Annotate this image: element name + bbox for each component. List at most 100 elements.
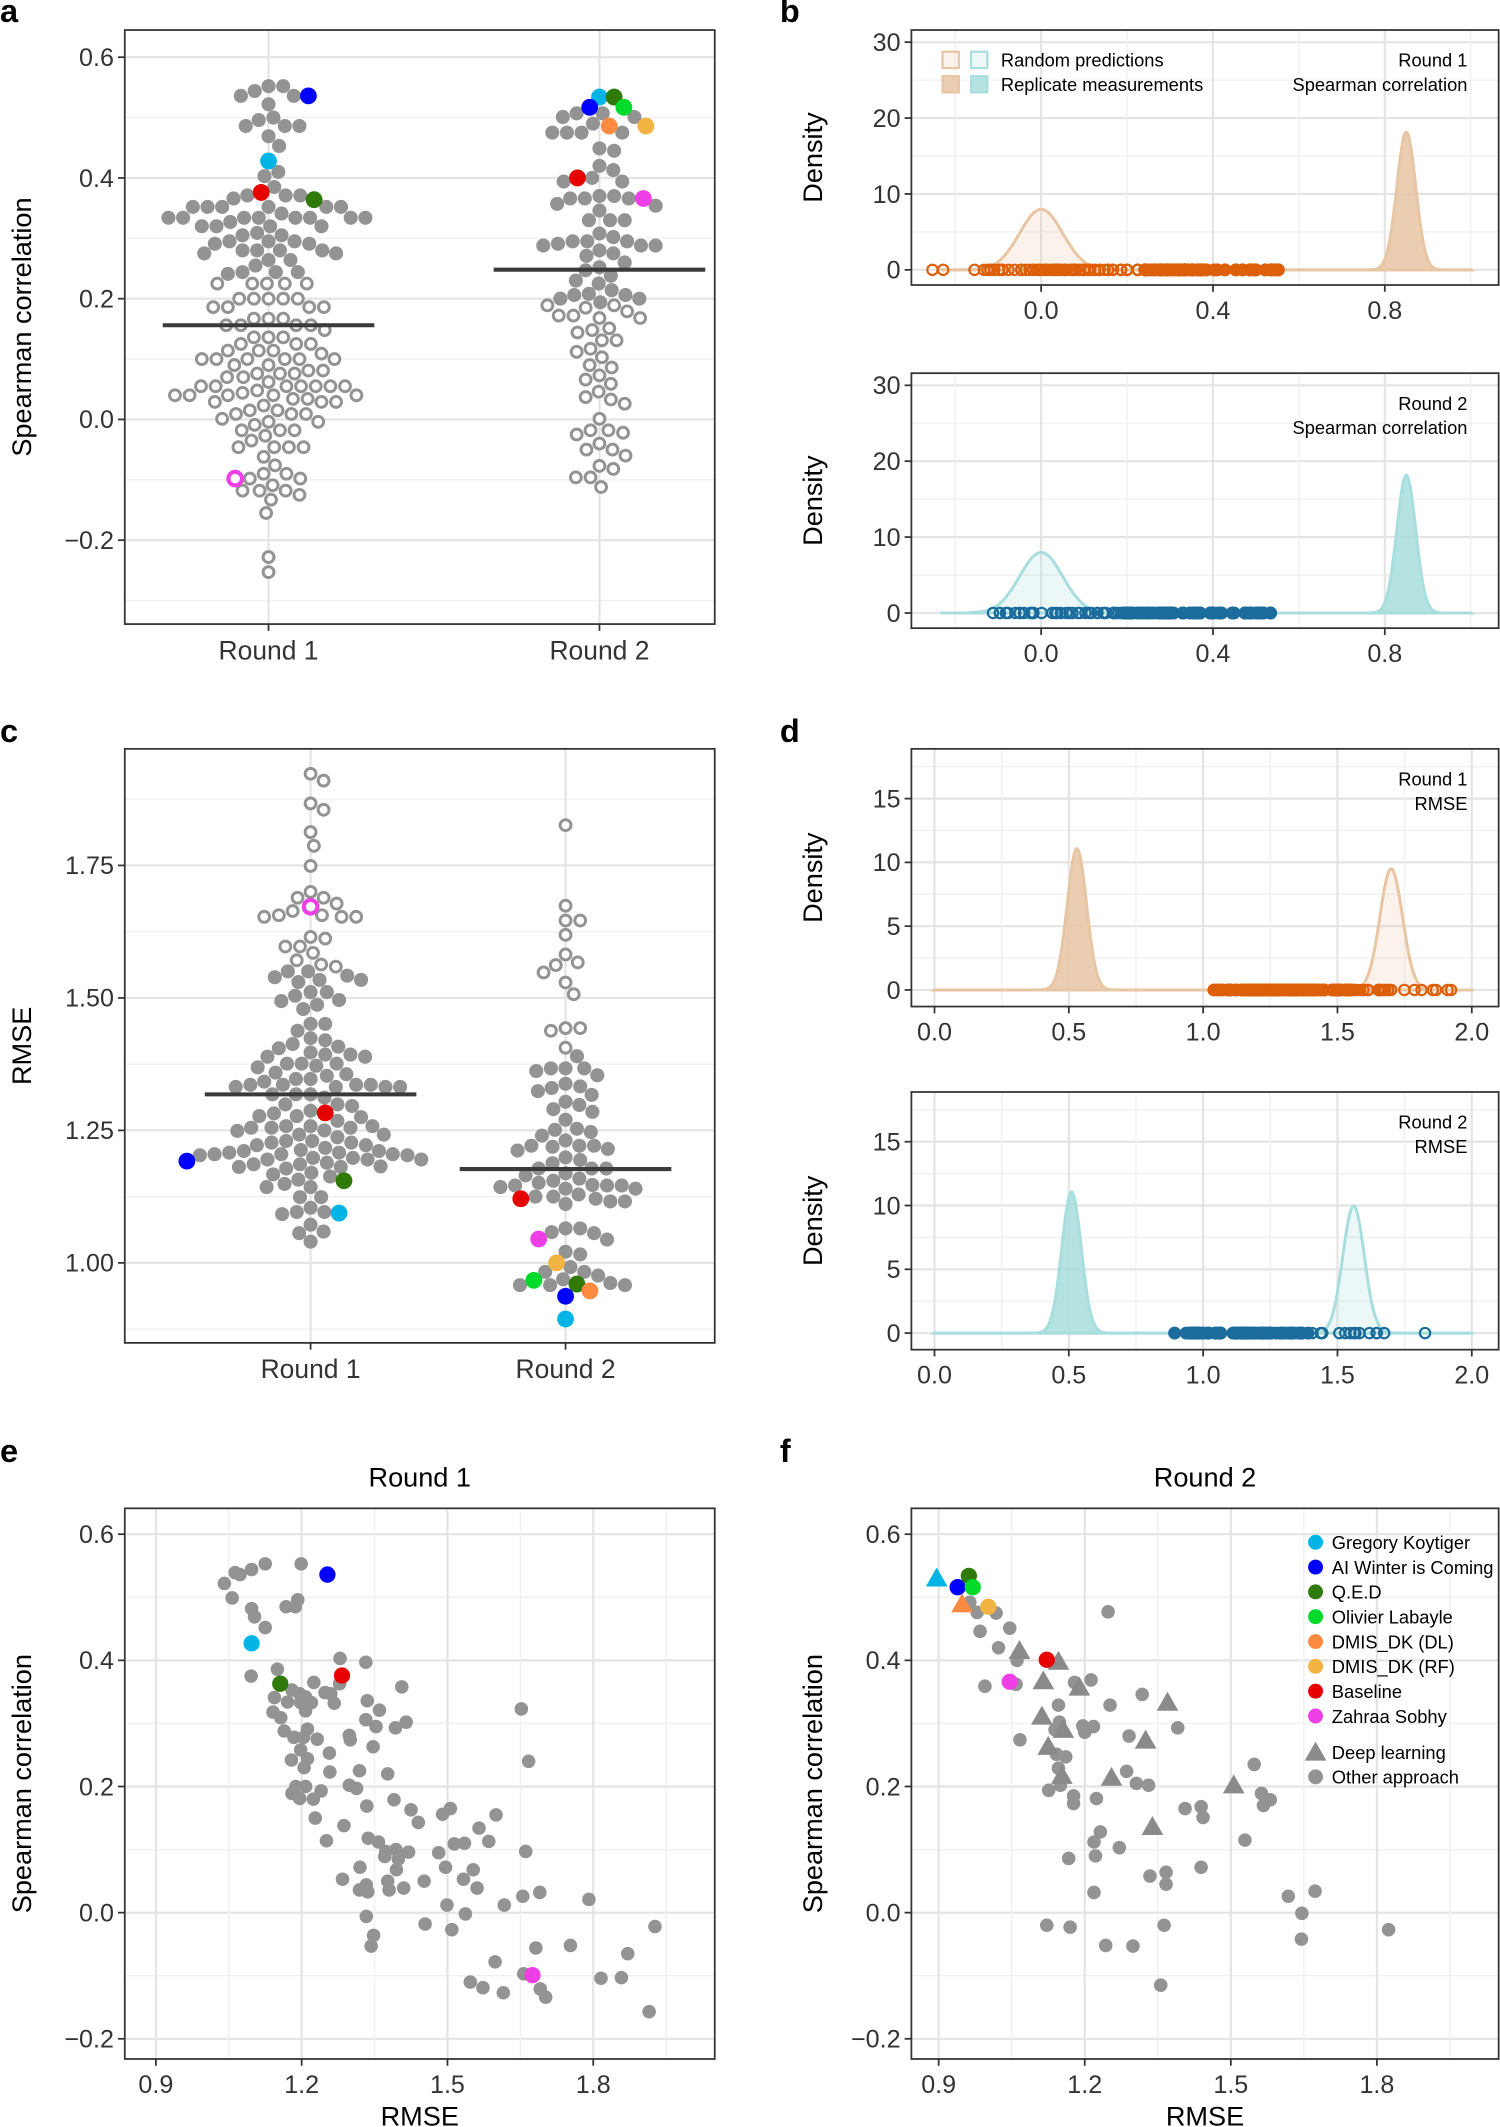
scatter-point [364,1939,378,1953]
x-axis-title: RMSE [1166,2100,1244,2127]
swarm-point [161,210,176,225]
swarm-point [590,1068,605,1083]
highlight-point [581,98,599,116]
scatter-point [343,1733,358,1747]
x-tick-label: 0.5 [1051,1018,1086,1046]
scatter-point [244,1562,259,1577]
swarm-point [275,1207,290,1222]
swarm-point [279,1056,295,1071]
swarm-point [260,1152,275,1167]
scatter-point [399,1715,413,1729]
scatter-point [642,2004,656,2019]
rug-point-open [1314,1326,1328,1340]
rug-points [1168,1326,1432,1340]
swarm-point [591,384,606,399]
swarm-point [620,304,635,319]
swarm-point [329,395,343,409]
swarm-point [400,1148,415,1163]
rug-point [1229,263,1243,277]
scatter-point [594,1971,608,1986]
y-tick-label: 0.2 [79,286,114,314]
swarm-point [332,992,347,1008]
y-tick-label: 5 [887,1256,901,1284]
swarm-point [250,225,265,240]
swarm-point [264,1135,279,1150]
swarm-point [227,358,242,373]
highlight-point [615,98,633,116]
scatter-point [366,1928,381,1943]
swarm-point [558,1040,573,1055]
swarm-point [594,333,609,348]
swarm-point [303,1217,318,1232]
rug-point-open [968,263,981,277]
swarm-point [168,388,182,403]
swarm-point [220,300,235,315]
swarm-point [318,1047,333,1062]
swarm-point [242,471,257,486]
scatter-point [1238,1833,1252,1847]
swarm-point [327,352,342,366]
rug-point [1206,606,1220,620]
swarm-point [569,344,584,359]
swarm-point [319,1068,334,1083]
y-tick-label: 0 [887,1320,901,1348]
scatter-point [443,1801,458,1816]
y-axis-title: Density [797,832,828,923]
rug-point-open [1073,263,1087,277]
swarm-point [249,1138,264,1153]
scatter-point [333,1651,347,1666]
scatter-point [323,1765,337,1779]
swarm-point [583,1124,598,1140]
scatter-point [277,1724,291,1738]
swarm-point [602,321,617,336]
legend-circle-icon [1308,1769,1324,1785]
scatter-point [973,1624,987,1639]
swarm-point [272,243,287,258]
rug-point-open [1015,263,1028,277]
x-tick-label: Round 2 [516,1354,616,1384]
rug-point [1191,606,1205,620]
swarm-point [572,1171,587,1186]
swarm-point [583,423,598,438]
highlight-triangle [925,1567,948,1587]
swarm-point [261,97,276,112]
panel-title: Round 2 [1154,1462,1257,1493]
rug-point-open [1415,983,1428,997]
swarm-point [316,773,331,788]
panel-letter-c: c [0,713,18,749]
highlight-point [557,1310,574,1328]
swarm-point [233,88,248,103]
y-tick-label: −0.2 [851,2026,901,2054]
rug-point-open [1370,1326,1383,1340]
deep-learning-point [1068,1676,1091,1696]
legend-swatch [1308,1534,1324,1550]
rug-points [986,606,1278,620]
scatter-point [233,1567,247,1582]
swarm-point [609,333,624,348]
swarm-point [235,228,250,243]
highlight-point [243,1635,260,1652]
scatter-points [217,1557,662,2019]
swarm-point [334,909,349,924]
swarm-point [303,930,318,944]
swarm-point [578,372,593,387]
scatter-point [447,1837,462,1851]
swarm-point [306,838,321,853]
legend-label: Random predictions [1001,50,1164,71]
swarm-point [251,112,266,128]
swarm-point [207,1147,222,1162]
swarm-point [556,174,571,189]
swarm-point [592,226,607,241]
swarm-point [345,1150,360,1165]
scatter-point [518,1844,533,1859]
legend-f: Gregory Koytiger AI Winter is Coming Q.E.D… [1304,1532,1493,1788]
swarm-point [207,236,222,251]
swarm-point [303,766,318,781]
scatter-point [310,1732,324,1746]
scatter-point [1281,1889,1296,1904]
facet-label-round: Round 1 [1398,50,1467,71]
swarm-point [256,398,271,413]
swarm-point [231,1159,247,1175]
